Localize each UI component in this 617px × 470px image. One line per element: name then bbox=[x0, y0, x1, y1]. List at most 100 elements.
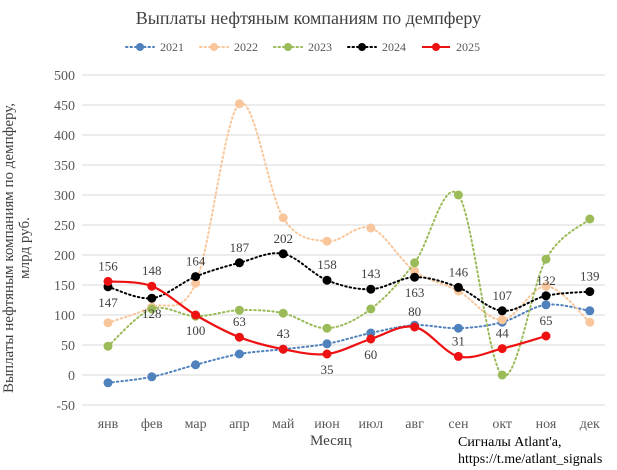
y-tick-label: 350 bbox=[54, 159, 75, 174]
data-point-2024 bbox=[541, 291, 551, 301]
legend-label-2022: 2022 bbox=[234, 40, 258, 54]
data-point-2023 bbox=[541, 254, 551, 264]
legend-marker-2024 bbox=[358, 43, 366, 51]
data-point-2022 bbox=[103, 318, 113, 328]
credit-text: Сигналы Atlant'a, https://t.me/atlant_si… bbox=[458, 434, 602, 468]
data-label-2025: 35 bbox=[321, 362, 334, 377]
y-tick-label: 400 bbox=[54, 129, 75, 144]
data-point-2021 bbox=[103, 378, 113, 388]
legend-marker-2022 bbox=[210, 43, 218, 51]
data-label-2024: 143 bbox=[361, 266, 381, 281]
data-point-2024 bbox=[234, 258, 244, 268]
data-label-2025: 65 bbox=[540, 313, 553, 328]
y-tick-label: -50 bbox=[56, 399, 75, 414]
data-point-2025 bbox=[103, 276, 113, 286]
legend-marker-2023 bbox=[284, 43, 292, 51]
data-label-2024: 128 bbox=[142, 306, 162, 321]
x-tick-label: авг bbox=[405, 417, 424, 432]
data-point-2025 bbox=[497, 344, 507, 354]
series-line-2024 bbox=[107, 252, 591, 312]
data-point-2023 bbox=[103, 341, 113, 351]
y-tick-label: 150 bbox=[54, 279, 75, 294]
data-point-2023 bbox=[322, 323, 332, 333]
data-point-2025 bbox=[191, 310, 201, 320]
data-label-2024: 107 bbox=[492, 288, 512, 303]
data-point-2023 bbox=[585, 214, 595, 224]
data-label-2024: 132 bbox=[536, 273, 556, 288]
x-tick-label: фев bbox=[141, 417, 163, 432]
data-point-2021 bbox=[191, 360, 201, 370]
legend-label-2023: 2023 bbox=[308, 40, 332, 54]
x-tick-label: июл bbox=[359, 417, 384, 432]
data-point-2022 bbox=[278, 213, 288, 223]
data-point-2022 bbox=[322, 236, 332, 246]
data-point-2025 bbox=[541, 331, 551, 341]
legend-marker-2021 bbox=[136, 43, 144, 51]
legend-label-2024: 2024 bbox=[382, 40, 406, 54]
y-tick-label: 300 bbox=[54, 189, 75, 204]
data-point-2023 bbox=[410, 258, 420, 268]
chart-title: Выплаты нефтяным компаниям по демпферу bbox=[135, 8, 482, 28]
data-point-2021 bbox=[147, 372, 157, 382]
legend-label-2025: 2025 bbox=[456, 40, 480, 54]
data-label-2025: 156 bbox=[98, 258, 118, 273]
data-point-2024 bbox=[322, 275, 332, 285]
data-point-2024 bbox=[191, 272, 201, 282]
data-label-2025: 100 bbox=[186, 323, 206, 338]
data-label-2024: 139 bbox=[580, 269, 600, 284]
data-label-2025: 44 bbox=[496, 326, 510, 341]
data-label-2024: 187 bbox=[230, 240, 250, 255]
credit-line-1: Сигналы Atlant'a, bbox=[458, 435, 562, 450]
y-tick-label: 0 bbox=[68, 369, 75, 384]
data-point-2024 bbox=[278, 249, 288, 259]
data-point-2025 bbox=[410, 322, 420, 332]
data-point-2025 bbox=[453, 351, 463, 361]
y-tick-label: 50 bbox=[61, 339, 75, 354]
data-label-2025: 43 bbox=[277, 326, 290, 341]
data-point-2024 bbox=[366, 284, 376, 294]
x-tick-label: ноя bbox=[536, 417, 557, 432]
x-tick-label: мар bbox=[185, 417, 207, 432]
data-point-2025 bbox=[147, 281, 157, 291]
data-point-2023 bbox=[497, 370, 507, 380]
data-point-2021 bbox=[541, 300, 551, 310]
data-label-2024: 202 bbox=[273, 231, 293, 246]
y-tick-label: 250 bbox=[54, 219, 75, 234]
data-point-2021 bbox=[585, 306, 595, 316]
data-point-2021 bbox=[453, 323, 463, 333]
data-label-2025: 31 bbox=[452, 333, 465, 348]
x-tick-label: дек bbox=[580, 417, 600, 432]
data-point-2024 bbox=[453, 282, 463, 292]
data-point-2022 bbox=[234, 99, 244, 109]
x-tick-label: май bbox=[272, 417, 295, 432]
data-point-2025 bbox=[366, 334, 376, 344]
x-tick-label: окт bbox=[492, 417, 512, 432]
data-point-2022 bbox=[191, 278, 201, 288]
data-point-2023 bbox=[453, 190, 463, 200]
data-label-2024: 164 bbox=[186, 254, 206, 269]
data-label-2024: 147 bbox=[98, 295, 118, 310]
data-point-2022 bbox=[585, 317, 595, 327]
data-point-2024 bbox=[147, 293, 157, 303]
data-point-2025 bbox=[322, 349, 332, 359]
data-point-2022 bbox=[366, 223, 376, 233]
x-tick-label: сен bbox=[448, 417, 469, 432]
data-label-2025: 148 bbox=[142, 263, 162, 278]
data-point-2021 bbox=[234, 349, 244, 359]
data-label-2024: 146 bbox=[449, 264, 469, 279]
data-label-2024: 163 bbox=[405, 285, 425, 300]
data-point-2023 bbox=[147, 304, 157, 314]
y-tick-label: 450 bbox=[54, 99, 75, 114]
series-line-2022 bbox=[107, 102, 591, 324]
y-tick-label: 500 bbox=[54, 69, 75, 84]
data-label-2025: 63 bbox=[233, 314, 246, 329]
data-point-2023 bbox=[366, 304, 376, 314]
data-point-2025 bbox=[278, 344, 288, 354]
data-point-2021 bbox=[322, 339, 332, 349]
data-point-2022 bbox=[497, 315, 507, 325]
x-tick-label: апр bbox=[229, 417, 250, 432]
data-point-2024 bbox=[497, 306, 507, 316]
legend-label-2021: 2021 bbox=[160, 40, 184, 54]
